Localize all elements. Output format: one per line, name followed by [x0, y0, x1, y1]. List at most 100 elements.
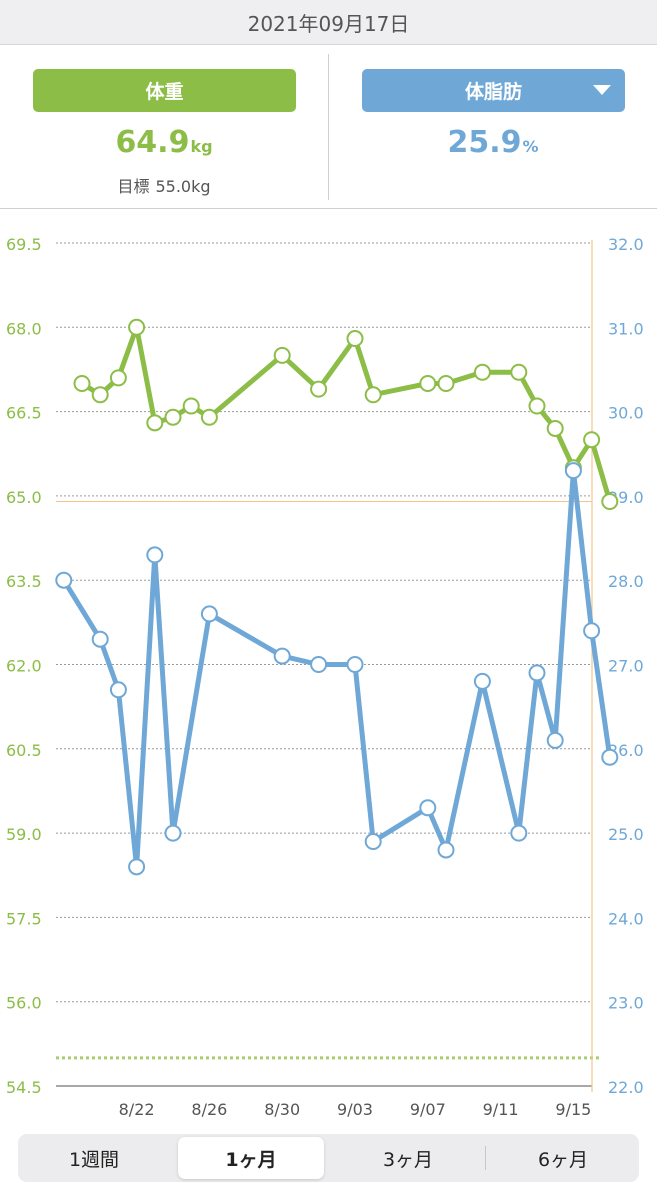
fat-value: 25.9%	[329, 125, 657, 160]
weight-point	[364, 386, 382, 404]
right-tick-label: 31.0	[608, 319, 644, 338]
weight-point	[200, 408, 218, 426]
left-tick-label: 62.0	[6, 657, 42, 676]
tab-label: 1週間	[68, 1148, 120, 1171]
right-tick-label: 32.0	[608, 235, 644, 254]
body-fat-point	[310, 656, 328, 673]
weight-point	[601, 493, 619, 511]
weight-number: 64.9	[115, 125, 190, 160]
weight-label: 体重	[145, 81, 184, 103]
left-tick-label: 54.5	[6, 1078, 42, 1097]
weight-point	[546, 419, 564, 437]
right-tick-label: 23.0	[608, 994, 644, 1013]
body-fat-point	[273, 647, 291, 665]
body-fat-point	[601, 748, 619, 766]
x-tick-label: 9/11	[483, 1100, 519, 1119]
tab-label: 3ヶ月	[382, 1148, 434, 1171]
weight-line	[79, 324, 613, 505]
current-date: 2021年09月17日	[247, 11, 410, 36]
x-tick-label: 9/07	[410, 1100, 446, 1119]
goal-value: 55.0kg	[155, 177, 211, 196]
period-tabs: 1週間 1ヶ月 3ヶ月 6ヶ月	[18, 1134, 639, 1182]
weight-point	[73, 375, 91, 392]
fat-number: 25.9	[447, 125, 522, 160]
left-tick-label: 69.5	[6, 235, 42, 254]
weight-point	[91, 386, 109, 404]
tab-label: 6ヶ月	[537, 1148, 589, 1171]
tab-3months[interactable]: 3ヶ月	[335, 1137, 481, 1179]
left-tick-label: 57.5	[6, 909, 42, 928]
body-fat-point	[583, 622, 601, 640]
weight-point	[419, 375, 437, 392]
tab-1week[interactable]: 1週間	[21, 1137, 167, 1179]
weight-point	[164, 408, 182, 426]
weight-point	[182, 397, 200, 415]
x-tick-label: 8/30	[264, 1100, 300, 1119]
left-tick-label: 65.0	[6, 488, 42, 507]
left-tick-label: 68.0	[6, 319, 42, 338]
body-fat-point	[200, 605, 218, 623]
body-fat-point	[109, 681, 127, 699]
weight-point	[109, 369, 127, 387]
weight-point	[146, 414, 164, 432]
x-tick-label: 8/22	[119, 1100, 155, 1119]
body-fat-point	[128, 858, 146, 876]
weight-fat-chart: 69.5 68.0 66.5 65.0 63.5 62.0 60.5 59.0 57.5 56.0…	[6, 235, 644, 1119]
weight-unit: kg	[190, 137, 213, 156]
weight-value: 64.9kg	[0, 125, 328, 160]
weight-point	[310, 380, 328, 398]
weight-button[interactable]: 体重	[33, 69, 296, 112]
body-fat-point	[564, 462, 582, 480]
weight-point	[528, 397, 546, 415]
tab-6months[interactable]: 6ヶ月	[490, 1137, 636, 1179]
fat-panel: 体脂肪 25.9%	[329, 45, 657, 208]
weight-point	[437, 375, 455, 392]
body-fat-point	[346, 656, 364, 673]
body-fat-line	[61, 468, 613, 870]
left-tick-label: 59.0	[6, 825, 42, 844]
x-tick-label: 9/03	[337, 1100, 373, 1119]
left-tick-label: 60.5	[6, 741, 42, 760]
caret-down-icon	[593, 85, 611, 95]
body-fat-point	[437, 841, 455, 859]
date-header: 2021年09月17日	[0, 0, 657, 45]
body-fat-point	[55, 571, 73, 589]
body-fat-point	[546, 731, 564, 749]
right-tick-label: 30.0	[608, 404, 644, 423]
body-fat-point	[364, 833, 382, 851]
body-fat-point	[510, 824, 528, 842]
weight-point	[510, 363, 528, 381]
goal-label: 目標	[117, 177, 150, 196]
body-fat-point	[146, 546, 164, 564]
left-tick-label: 56.0	[6, 994, 42, 1013]
body-fat-point	[419, 799, 437, 817]
panel-divider	[328, 54, 329, 200]
left-tick-label: 63.5	[6, 572, 42, 591]
tab-1month[interactable]: 1ヶ月	[178, 1137, 324, 1179]
left-tick-label: 66.5	[6, 404, 42, 423]
x-tick-label: 9/15	[555, 1100, 591, 1119]
weight-point	[273, 346, 291, 364]
weight-point	[473, 363, 491, 381]
right-tick-label: 22.0	[608, 1078, 644, 1097]
right-tick-label: 27.0	[608, 657, 644, 676]
right-tick-label: 25.0	[608, 825, 644, 844]
body-fat-point	[164, 824, 182, 842]
weight-goal: 目標 55.0kg	[0, 173, 328, 197]
body-fat-point	[528, 664, 546, 682]
tab-separator	[485, 1146, 486, 1170]
fat-unit: %	[522, 137, 539, 156]
fat-label: 体脂肪	[464, 81, 522, 103]
x-tick-label: 8/26	[191, 1100, 227, 1119]
weight-point	[583, 431, 601, 449]
right-tick-label: 28.0	[608, 572, 644, 591]
weight-panel: 体重 64.9kg 目標 55.0kg	[0, 45, 328, 208]
right-tick-label: 24.0	[608, 909, 644, 928]
fat-dropdown-button[interactable]: 体脂肪	[362, 69, 625, 112]
tab-label: 1ヶ月	[225, 1148, 277, 1171]
weight-point	[128, 318, 146, 336]
body-fat-point	[91, 630, 109, 648]
body-fat-point	[473, 672, 491, 690]
header-divider	[0, 208, 657, 209]
weight-point	[346, 330, 364, 348]
